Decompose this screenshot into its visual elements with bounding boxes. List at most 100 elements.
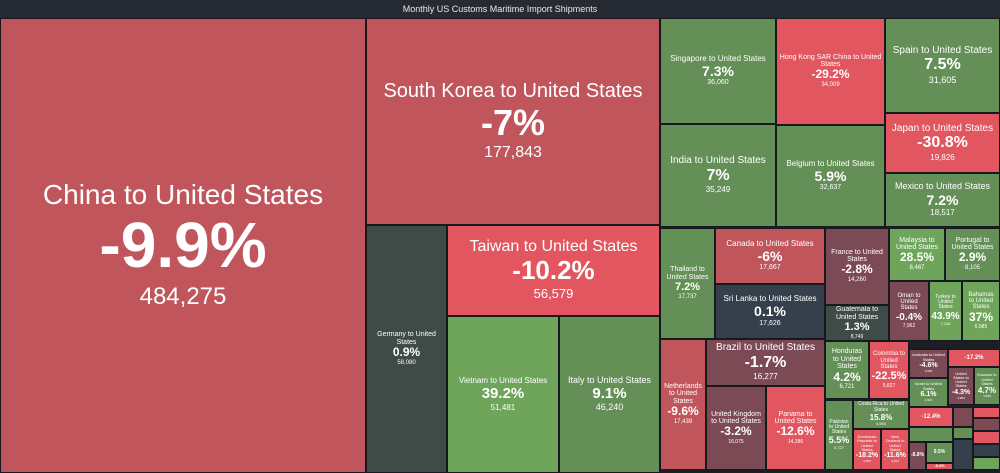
treemap-cell[interactable]: India to United States 7% 35,249 <box>660 124 776 227</box>
cell-value: 3,993 <box>924 368 933 373</box>
cell-change-percent: 39.2% <box>481 385 525 403</box>
cell-change-percent: 43.9% <box>931 310 960 322</box>
treemap-cell[interactable]: Honduras to United States 4.2% 6,721 <box>825 341 869 399</box>
cell-label: New Zealand to United States <box>885 434 905 452</box>
treemap-cell[interactable]: Australia to United States -4.6% 3,993 <box>909 349 948 378</box>
treemap-cell[interactable]: Panama to United States -12.6% 14,386 <box>766 386 825 470</box>
cell-change-percent: -8.4% <box>934 463 945 469</box>
treemap-cell[interactable]: Portugal to United States 2.9% 8,105 <box>945 228 1000 281</box>
treemap-cell[interactable] <box>953 407 973 427</box>
treemap-cell[interactable]: Israel to United States 6.1% 3,991 <box>909 378 948 407</box>
cell-change-percent: -4.6% <box>919 361 938 369</box>
treemap-cell[interactable]: Germany to United States 0.9% 58,080 <box>366 225 447 473</box>
cell-label: Mexico to United States <box>894 181 991 192</box>
cell-change-percent: 28.5% <box>899 250 935 265</box>
cell-label: Germany to United States <box>377 331 436 346</box>
cell-value: 17,439 <box>673 418 693 425</box>
cell-value: 19,826 <box>930 152 955 162</box>
treemap-cell[interactable]: Thailand to United States 7.2% 17,737 <box>660 228 715 339</box>
treemap-cell[interactable]: -8.8% <box>909 442 926 470</box>
cell-label: Costa Rica to United States <box>858 401 904 413</box>
cell-change-percent: 9.1% <box>592 385 627 403</box>
treemap-cell[interactable]: Singapore to United States 7.3% 36,060 <box>660 18 776 124</box>
treemap-cell[interactable]: China to United States -9.9% 484,275 <box>0 18 366 473</box>
cell-value: 3,454 <box>891 459 899 464</box>
treemap-cell[interactable]: -17.2% <box>948 349 1000 367</box>
cell-label: Colombia to United States <box>872 351 905 370</box>
treemap-cell[interactable]: Italy to United States 9.1% 46,240 <box>559 316 660 473</box>
treemap-cell[interactable] <box>953 439 973 470</box>
cell-value: 6,721 <box>839 384 855 391</box>
treemap-cell[interactable]: Japan to United States -30.8% 19,826 <box>885 113 1000 173</box>
treemap-cell[interactable]: Ecuador to United States 4.7% 3,626 <box>974 367 1000 405</box>
treemap-cell[interactable]: Oman to United States -0.4% 7,962 <box>889 281 929 341</box>
cell-label: Sri Lanka to United States <box>723 294 817 304</box>
cell-label: India to United States <box>670 155 766 167</box>
cell-change-percent: -9.9% <box>99 209 267 281</box>
treemap-cell[interactable]: Guatemala to United States 1.3% 8,749 <box>825 305 889 341</box>
cell-value: 51,481 <box>490 402 516 412</box>
cell-value: 35,249 <box>705 185 731 195</box>
treemap-cell[interactable]: Hong Kong SAR China to United States -29.… <box>776 18 885 125</box>
treemap-cell[interactable]: Colombia to United States -22.5% 5,827 <box>869 341 909 399</box>
cell-value: 34,009 <box>821 82 840 89</box>
treemap-cell[interactable]: New Zealand to United States -11.6% 3,454 <box>881 429 909 470</box>
cell-change-percent: 6.1% <box>920 390 937 398</box>
treemap-cell[interactable]: Canada to United States -6% 17,667 <box>715 228 825 284</box>
treemap-cell[interactable]: Pakistan to United States 5.5% 5,727 <box>825 400 853 470</box>
treemap-cell[interactable]: Taiwan to United States -10.2% 56,579 <box>447 225 660 316</box>
cell-change-percent: -10.2% <box>512 255 595 286</box>
cell-label: Thailand to United States <box>666 266 709 281</box>
treemap-cell[interactable]: Bahamas to United States 37% 6,985 <box>962 281 1000 341</box>
cell-change-percent: -2.8% <box>841 262 873 277</box>
cell-label: France to United States <box>831 248 883 263</box>
treemap-cell[interactable]: United Kingdom to United States -3.2% 16,0… <box>706 386 766 470</box>
treemap-cell[interactable]: Costa Rica to United States 15.8% 4,593 <box>853 400 909 429</box>
cell-value: 5,727 <box>833 444 844 450</box>
cell-value: 17,737 <box>678 293 697 300</box>
cell-value: 32,637 <box>819 184 842 192</box>
cell-value: 177,843 <box>484 144 542 162</box>
treemap-cell[interactable]: Sri Lanka to United States 0.1% 17,626 <box>715 284 825 339</box>
cell-value: 17,626 <box>759 319 781 327</box>
treemap-cell[interactable]: South Korea to United States -7% 177,843 <box>366 18 660 225</box>
treemap-cell[interactable] <box>909 427 953 442</box>
treemap-cell[interactable]: Netherlands to United States -9.6% 17,439 <box>660 339 706 470</box>
treemap-cell[interactable]: Spain to United States 7.5% 31,605 <box>885 18 1000 113</box>
treemap-cell[interactable]: Brazil to United States -1.7% 16,277 <box>706 339 825 386</box>
treemap-cell[interactable] <box>973 407 1000 418</box>
treemap-cell[interactable]: United States to United States -4.3% 3,905 <box>948 367 974 405</box>
treemap-cell[interactable]: 9.5% <box>926 442 953 463</box>
cell-value: 14,260 <box>847 277 867 284</box>
cell-change-percent: 7% <box>706 166 730 184</box>
cell-value: 3,905 <box>957 395 965 400</box>
treemap-cell[interactable]: -12.4% <box>909 407 953 427</box>
treemap-cell[interactable] <box>973 457 1000 470</box>
treemap-cell[interactable]: Mexico to United States 7.2% 18,517 <box>885 173 1000 227</box>
cell-change-percent: 37% <box>968 309 994 324</box>
treemap-cell[interactable] <box>973 444 1000 457</box>
cell-value: 8,105 <box>964 265 980 272</box>
cell-value: 6,985 <box>974 324 988 331</box>
treemap-cell[interactable] <box>973 418 1000 431</box>
cell-value: 3,626 <box>983 394 991 399</box>
treemap-cell[interactable]: Vietnam to United States 39.2% 51,481 <box>447 316 559 473</box>
treemap-cell[interactable]: France to United States -2.8% 14,260 <box>825 228 889 305</box>
treemap-cell[interactable] <box>953 427 973 439</box>
cell-change-percent: 0.9% <box>392 344 421 359</box>
treemap-cell[interactable]: Dominican Republic to United States -18.2… <box>853 429 881 470</box>
treemap-cell[interactable]: Turkey to United States 43.9% 7,136 <box>929 281 962 341</box>
treemap-cell[interactable]: -8.4% <box>926 463 953 470</box>
cell-value: 16,075 <box>728 439 744 446</box>
treemap-cell[interactable]: Malaysia to United States 28.5% 8,467 <box>889 228 945 281</box>
cell-change-percent: -30.8% <box>917 134 968 152</box>
cell-label: Malaysia to United States <box>895 236 939 251</box>
treemap-cell[interactable] <box>973 431 1000 444</box>
cell-label: Bahamas to United States <box>968 291 994 311</box>
cell-change-percent: -18.2% <box>855 452 879 460</box>
cell-value: 8,749 <box>850 333 864 340</box>
cell-change-percent: 7.2% <box>674 280 701 293</box>
cell-change-percent: 7.2% <box>926 191 959 208</box>
cell-label: Honduras to United States <box>831 348 863 371</box>
treemap-cell[interactable]: Belgium to United States 5.9% 32,637 <box>776 125 885 227</box>
